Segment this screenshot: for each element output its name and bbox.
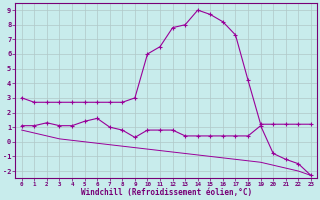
X-axis label: Windchill (Refroidissement éolien,°C): Windchill (Refroidissement éolien,°C) (81, 188, 252, 197)
